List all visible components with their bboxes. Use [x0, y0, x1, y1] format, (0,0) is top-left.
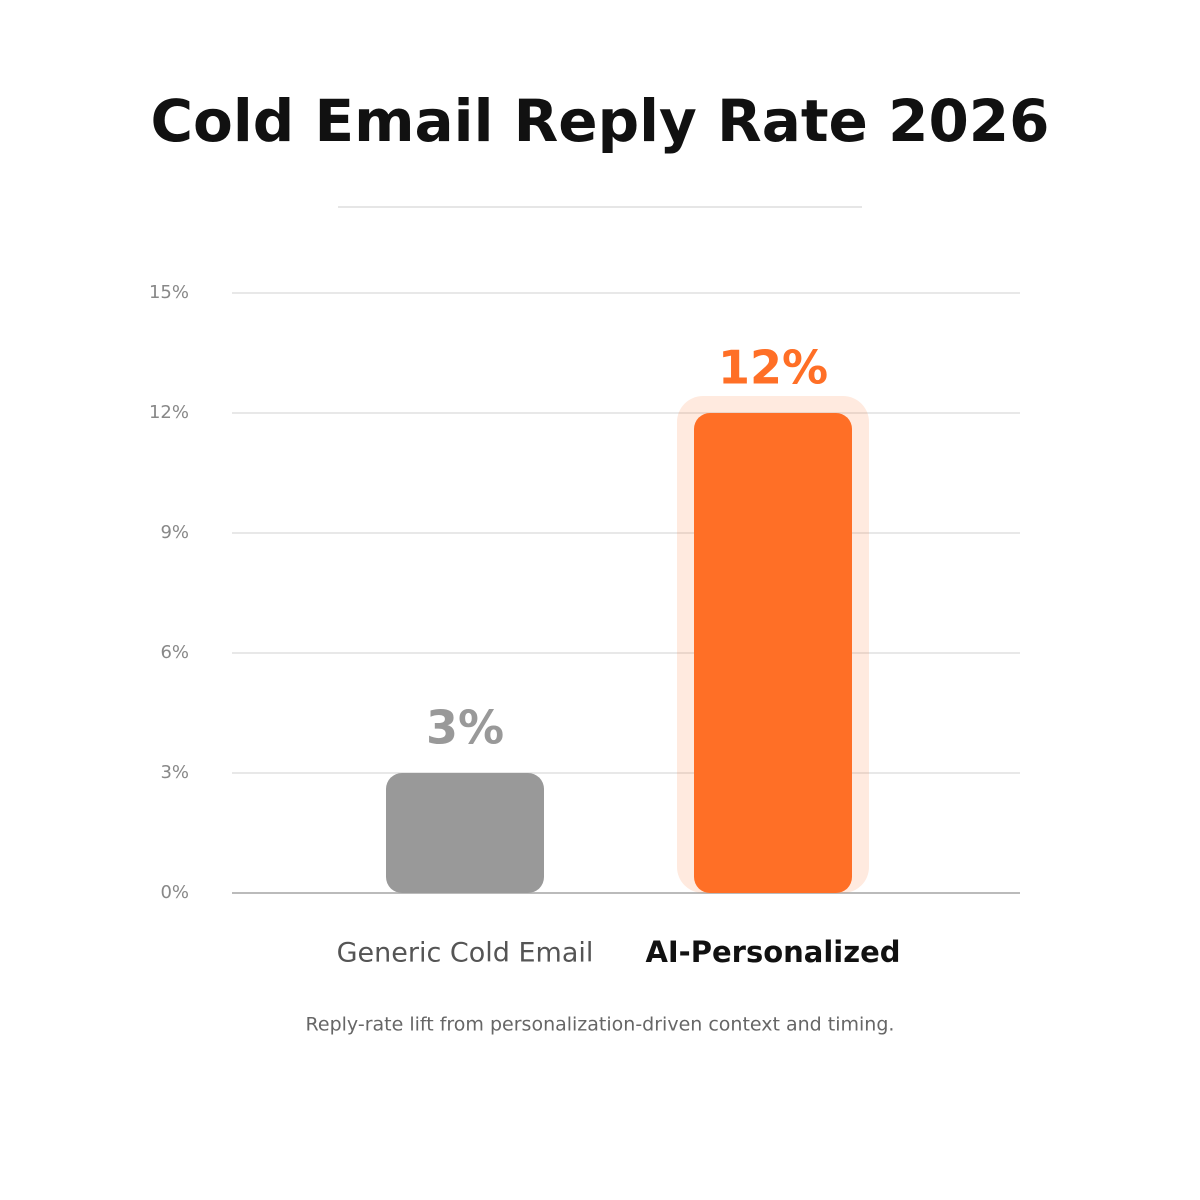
x-tick-label: AI-Personalized [645, 935, 900, 969]
y-tick-label: 0% [160, 882, 189, 903]
caption: Reply-rate lift from personalization-dri… [306, 1014, 895, 1036]
value-label: 12% [718, 341, 828, 395]
bar [386, 773, 544, 893]
y-tick-label: 15% [149, 282, 189, 303]
y-tick-label: 3% [160, 762, 189, 783]
bar [694, 413, 852, 893]
y-tick-label: 9% [160, 522, 189, 543]
chart-title: Cold Email Reply Rate 2026 [150, 87, 1049, 155]
value-label: 3% [426, 701, 504, 755]
y-tick-label: 6% [160, 642, 189, 663]
x-tick-label: Generic Cold Email [337, 938, 594, 969]
y-tick-label: 12% [149, 402, 189, 423]
